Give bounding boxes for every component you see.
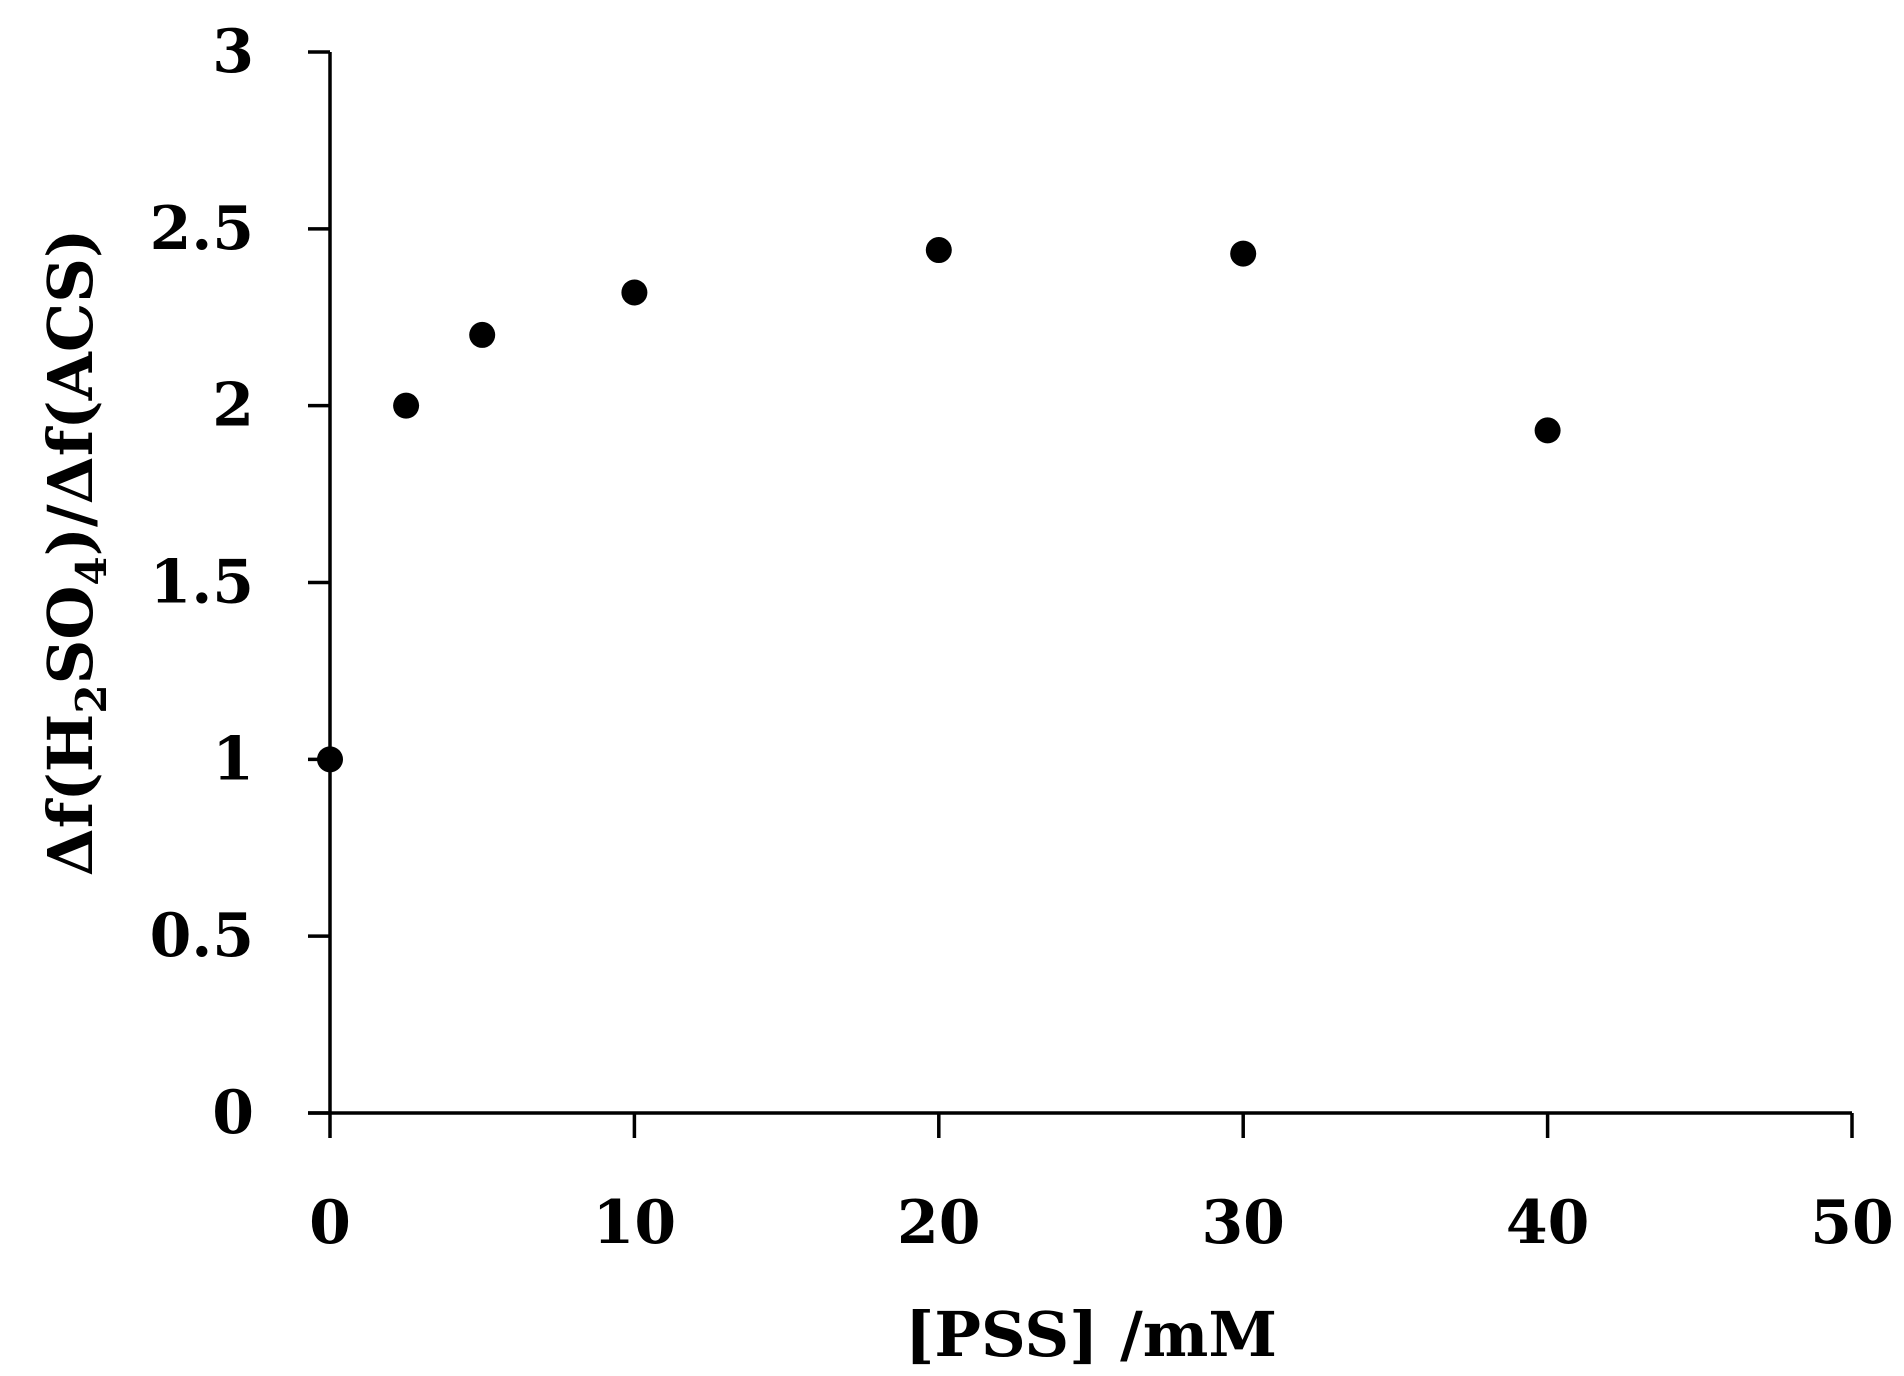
data-point [1534,417,1561,444]
y-axis-title-subscript-2: 2 [67,684,116,713]
x-tick-label: 30 [1201,1188,1285,1258]
data-points [317,237,1561,773]
y-tick-label: 3 [212,17,254,87]
y-tick-label: 1 [212,724,254,794]
data-point [1230,240,1257,267]
data-point [393,392,420,419]
y-tick-label: 1.5 [150,548,254,618]
x-tick-label: 50 [1810,1188,1894,1258]
y-tick-label: 2 [212,371,254,441]
x-tick-label: 10 [593,1188,677,1258]
data-point [469,321,496,348]
y-axis-title-part-3: )/Δf(ACS) [34,229,107,557]
y-axis-ticks: 0 0.5 1 1.5 2 2.5 3 [150,17,330,1148]
x-axis-title: [PSS] /mM [905,1298,1277,1371]
x-axis-ticks: 0 10 20 30 40 50 [309,1113,1894,1258]
data-point [925,237,952,264]
data-point [621,279,648,306]
y-tick-label: 2.5 [150,194,254,264]
y-axis-title: Δf(H2SO4)/Δf(ACS) [34,229,116,877]
y-axis-title-part-2: SO [34,586,107,685]
y-tick-label: 0 [212,1078,254,1148]
y-tick-label: 0.5 [150,901,254,971]
y-axis-title-part-1: Δf(H [34,714,107,877]
x-tick-label: 40 [1506,1188,1590,1258]
data-point [317,746,343,773]
y-axis-title-subscript-4: 4 [67,556,116,585]
x-tick-label: 20 [897,1188,981,1258]
x-tick-label: 0 [309,1188,351,1258]
